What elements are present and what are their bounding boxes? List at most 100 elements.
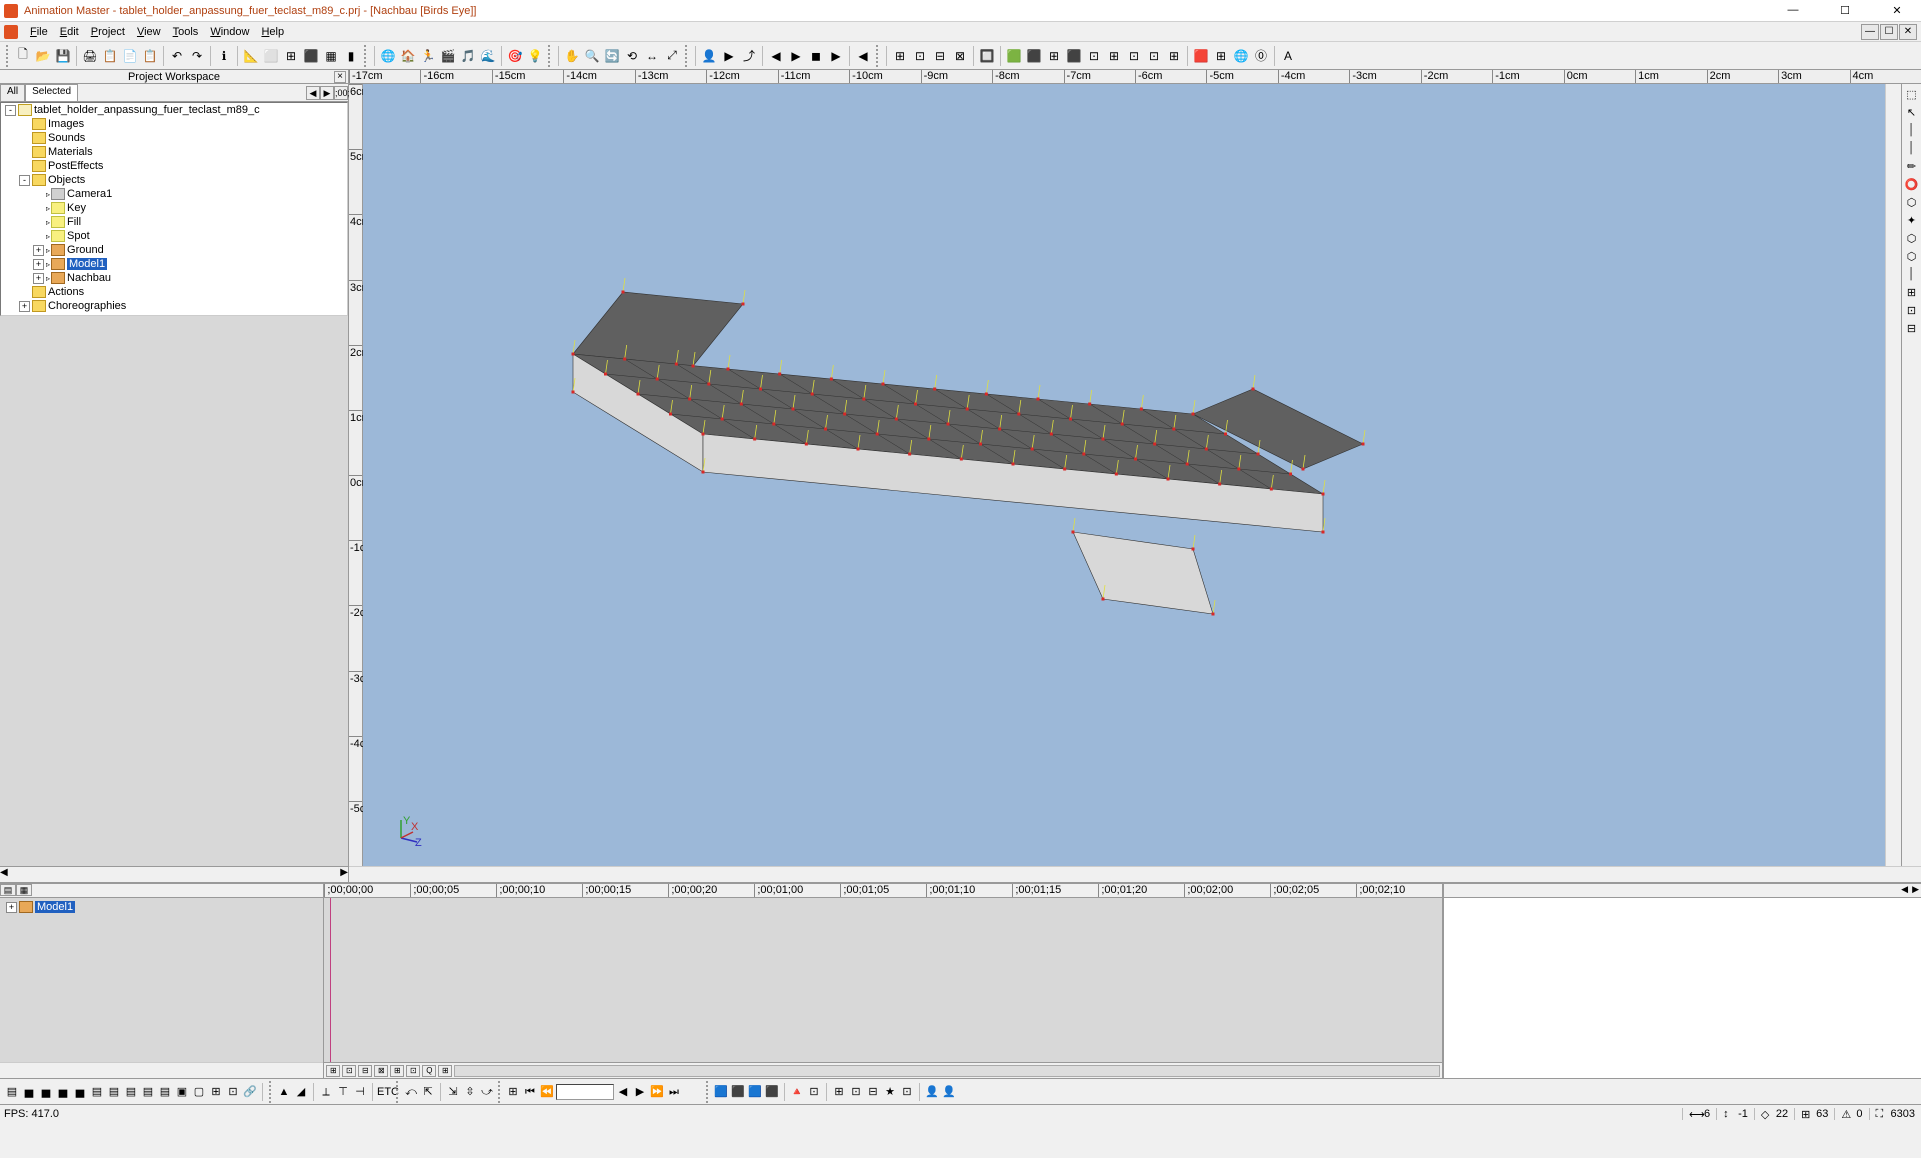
frame-tool-button[interactable]: ⊞: [326, 1065, 340, 1077]
properties-body[interactable]: [1444, 898, 1921, 1078]
transport-button[interactable]: ⏩: [649, 1084, 665, 1100]
display-button[interactable]: 🔺: [789, 1084, 805, 1100]
menu-file[interactable]: File: [24, 26, 54, 38]
expand-icon[interactable]: +: [19, 301, 30, 312]
tree-item[interactable]: +Choreographies: [1, 299, 347, 313]
toolbar-button[interactable]: A: [1279, 47, 1297, 65]
toolbar-button[interactable]: ⊞: [1105, 47, 1123, 65]
toolbar-button[interactable]: 🌊: [479, 47, 497, 65]
tree-item[interactable]: PostEffects: [1, 159, 347, 173]
toolbar-button[interactable]: 🔄: [603, 47, 621, 65]
mdi-minimize-button[interactable]: —: [1861, 24, 1879, 40]
toolbar-button[interactable]: ⊞: [282, 47, 300, 65]
tree-item[interactable]: +Model1: [2, 900, 321, 914]
viewport-scrollbar-v[interactable]: [1885, 84, 1901, 866]
display-button[interactable]: ⬛: [764, 1084, 780, 1100]
frame-tool-button[interactable]: ⊞: [390, 1065, 404, 1077]
right-tool-button[interactable]: ⊡: [1904, 304, 1920, 320]
toolbar-button[interactable]: 🎯: [506, 47, 524, 65]
toolbar-button[interactable]: 👤: [700, 47, 718, 65]
close-button[interactable]: ✕: [1877, 4, 1917, 17]
display-button[interactable]: 🟦: [713, 1084, 729, 1100]
tree-item[interactable]: Sounds: [1, 131, 347, 145]
display-button[interactable]: ⊞: [831, 1084, 847, 1100]
toolbar-button[interactable]: ▶: [720, 47, 738, 65]
toolbar-button[interactable]: ⤴: [740, 47, 758, 65]
toolbar-button[interactable]: ◀: [854, 47, 872, 65]
toolbar-button[interactable]: ▮: [342, 47, 360, 65]
mode-button[interactable]: 🔗: [242, 1084, 258, 1100]
toolbar-button[interactable]: ℹ: [215, 47, 233, 65]
tree-scroll-right-icon[interactable]: ▶: [340, 867, 348, 882]
frame-tool-button[interactable]: ⊡: [406, 1065, 420, 1077]
onion-button[interactable]: ETC: [377, 1084, 393, 1100]
expand-icon[interactable]: +: [33, 245, 44, 256]
toolbar-button[interactable]: ⊡: [1085, 47, 1103, 65]
toolbar-button[interactable]: ⊟: [931, 47, 949, 65]
mode-button[interactable]: ▤: [4, 1084, 20, 1100]
tree-item[interactable]: ▹Fill: [1, 215, 347, 229]
right-tool-button[interactable]: ⬡: [1904, 196, 1920, 212]
frame-tool-button[interactable]: Q: [422, 1065, 436, 1077]
tree-item[interactable]: Materials: [1, 145, 347, 159]
mdi-close-button[interactable]: ✕: [1899, 24, 1917, 40]
toolbar-button[interactable]: 📄: [121, 47, 139, 65]
viewport-3d[interactable]: Y Z X: [363, 84, 1885, 866]
timeline-ruler[interactable]: ;00;00;00;00;00;05;00;00;10;00;00;15;00;…: [324, 884, 1442, 898]
tl-btn1-icon[interactable]: ▤: [0, 884, 16, 896]
onion-button[interactable]: ▲: [276, 1084, 292, 1100]
toolbar-button[interactable]: 📐: [242, 47, 260, 65]
right-tool-button[interactable]: │: [1904, 124, 1920, 140]
toolbar-button[interactable]: 🏃: [419, 47, 437, 65]
toolbar-button[interactable]: 🏠: [399, 47, 417, 65]
expand-icon[interactable]: +: [33, 273, 44, 284]
toolbar-button[interactable]: ◀: [767, 47, 785, 65]
toolbar-button[interactable]: ⬛: [1025, 47, 1043, 65]
toolbar-button[interactable]: ▶: [827, 47, 845, 65]
toolbar-button[interactable]: 🖨: [81, 47, 99, 65]
mode-button[interactable]: ▤: [106, 1084, 122, 1100]
tree-item[interactable]: +▹Nachbau: [1, 271, 347, 285]
timeline-body[interactable]: [324, 898, 1442, 1062]
tree-item[interactable]: -tablet_holder_anpassung_fuer_teclast_m8…: [1, 103, 347, 117]
toolbar-button[interactable]: ⤢: [663, 47, 681, 65]
mode-button[interactable]: ▅: [72, 1084, 88, 1100]
menu-project[interactable]: Project: [85, 26, 131, 38]
time-display[interactable]: ;00;00;00: [334, 86, 348, 100]
display-button[interactable]: ⊡: [848, 1084, 864, 1100]
mode-button[interactable]: ▤: [157, 1084, 173, 1100]
right-tool-button[interactable]: ✏: [1904, 160, 1920, 176]
toolbar-button[interactable]: ◼: [807, 47, 825, 65]
tree-item[interactable]: +▹Ground: [1, 243, 347, 257]
toolbar-button[interactable]: ↔: [643, 47, 661, 65]
display-button[interactable]: 👤: [941, 1084, 957, 1100]
tree-item[interactable]: ▹Camera1: [1, 187, 347, 201]
menu-edit[interactable]: Edit: [54, 26, 85, 38]
frame-tool-button[interactable]: ⊟: [358, 1065, 372, 1077]
toolbar-button[interactable]: 🔍: [583, 47, 601, 65]
toolbar-button[interactable]: 🟩: [1005, 47, 1023, 65]
project-tree[interactable]: -tablet_holder_anpassung_fuer_teclast_m8…: [0, 102, 348, 316]
expand-icon[interactable]: +: [6, 902, 17, 913]
nav-next-icon[interactable]: ▶: [320, 86, 334, 100]
display-button[interactable]: 🟦: [747, 1084, 763, 1100]
toolbar-button[interactable]: 🌐: [1232, 47, 1250, 65]
right-tool-button[interactable]: │: [1904, 268, 1920, 284]
menu-tools[interactable]: Tools: [167, 26, 205, 38]
toolbar-button[interactable]: ⬜: [262, 47, 280, 65]
toolbar-button[interactable]: 🎵: [459, 47, 477, 65]
transport-button[interactable]: ⊞: [505, 1084, 521, 1100]
tree-item[interactable]: Images: [1, 117, 347, 131]
tab-all[interactable]: All: [0, 84, 25, 101]
right-tool-button[interactable]: ✦: [1904, 214, 1920, 230]
mode-button[interactable]: ▅: [38, 1084, 54, 1100]
tree-item[interactable]: -Objects: [1, 173, 347, 187]
menu-view[interactable]: View: [131, 26, 167, 38]
toolbar-button[interactable]: ⬛: [1065, 47, 1083, 65]
nav-prev-icon[interactable]: ◀: [306, 86, 320, 100]
right-tool-button[interactable]: │: [1904, 142, 1920, 158]
expand-icon[interactable]: -: [19, 175, 30, 186]
tree-item[interactable]: +▹Model1: [1, 257, 347, 271]
toolbar-button[interactable]: ⊞: [1045, 47, 1063, 65]
transport-button[interactable]: ▶: [632, 1084, 648, 1100]
